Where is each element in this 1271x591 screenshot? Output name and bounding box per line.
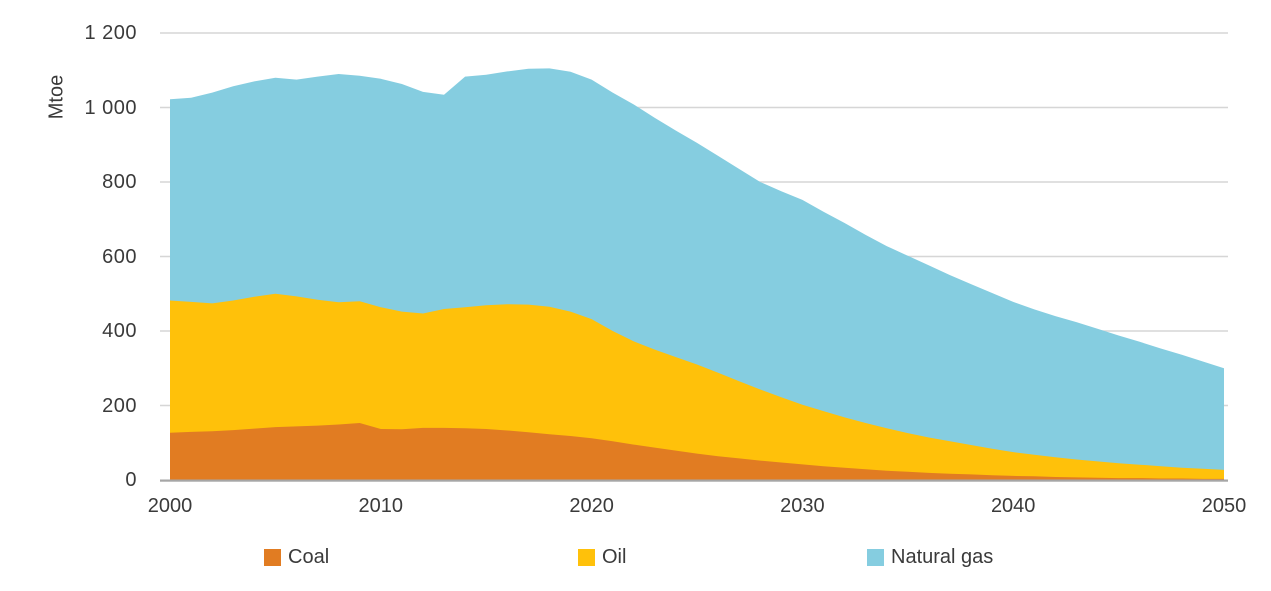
y-tick-label-200: 200	[102, 394, 137, 417]
x-tick-label-2010: 2010	[358, 495, 404, 517]
y-tick-label-0: 0	[125, 469, 137, 491]
x-tick-label-2040: 2040	[990, 495, 1036, 517]
y-axis-title: Mtoe	[45, 74, 68, 120]
x-tick-label-2000: 2000	[147, 495, 193, 517]
legend-item-oil: Oil	[578, 545, 627, 568]
x-tick-label-2030: 2030	[780, 495, 825, 517]
legend-label: Coal	[288, 545, 330, 568]
y-tick-label-1200: 1 200	[84, 22, 137, 44]
y-tick-label-600: 600	[102, 245, 137, 268]
legend-swatch-natural-gas	[867, 548, 884, 566]
x-tick-label-2050: 2050	[1201, 495, 1247, 517]
area-coal	[170, 423, 1224, 480]
legend-item-natural-gas: Natural gas	[867, 545, 994, 568]
y-tick-label-1000: 1 000	[84, 96, 137, 119]
legend-swatch-oil	[578, 548, 595, 566]
legend-item-coal: Coal	[264, 545, 330, 568]
legend-label: Natural gas	[891, 545, 994, 568]
y-tick-label-800: 800	[102, 171, 137, 193]
y-tick-label-400: 400	[102, 320, 137, 342]
x-axis-line	[160, 479, 1228, 482]
x-tick-label-2020: 2020	[569, 495, 614, 517]
legend-swatch-coal	[264, 548, 281, 566]
legend-label: Oil	[602, 545, 627, 568]
